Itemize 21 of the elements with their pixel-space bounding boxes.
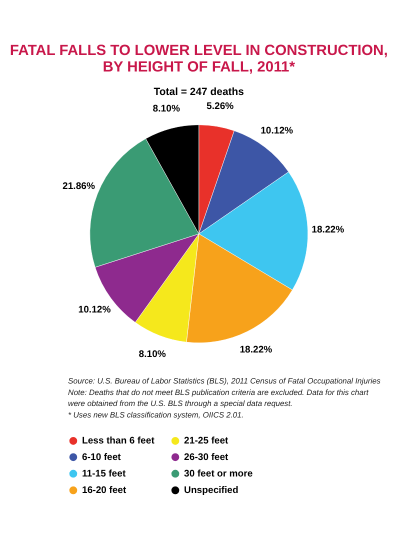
legend-label: 6-10 feet	[82, 452, 122, 463]
legend-label: 11-15 feet	[82, 468, 126, 480]
data-label: 8.10%	[138, 348, 166, 360]
legend-label: Unspecified	[184, 484, 238, 496]
text: Note: Deaths that do not meet BLS publication criteria are excluded. Data for this chart were obtained from the U.S. BLS through a special data request.	[68, 388, 370, 408]
chart-title: FATAL FALLS TO LOWER LEVEL IN CONSTRUCTION, BY HEIGHT OF FALL, 2011*	[10, 43, 388, 76]
data-label: 10.12%	[260, 126, 294, 137]
data-label: 5.26%	[206, 101, 234, 112]
legend-label: 30 feet or more	[184, 468, 253, 480]
data-label: 21.86%	[62, 181, 96, 192]
data-label: 18.22%	[240, 344, 273, 356]
data-label: 8.10%	[152, 104, 180, 115]
chart-subtitle: Total = 247 deaths	[154, 87, 244, 98]
data-label: 18.22%	[312, 224, 345, 236]
legend-label: 26-30 feet	[184, 452, 230, 463]
legend-label: 16-20 feet	[82, 484, 127, 496]
data-label: 10.12%	[78, 304, 112, 316]
source-note: Source: U.S. Bureau of Labor Statistics (BLS), 2011 Census of Fatal Occupational Injuries	[68, 376, 381, 386]
text: * Uses new BLS classification system, OIICS 2.01.	[68, 410, 244, 420]
legend-label: Less than 6 feet	[82, 436, 156, 447]
legend-label: 21-25 feet	[184, 436, 230, 447]
